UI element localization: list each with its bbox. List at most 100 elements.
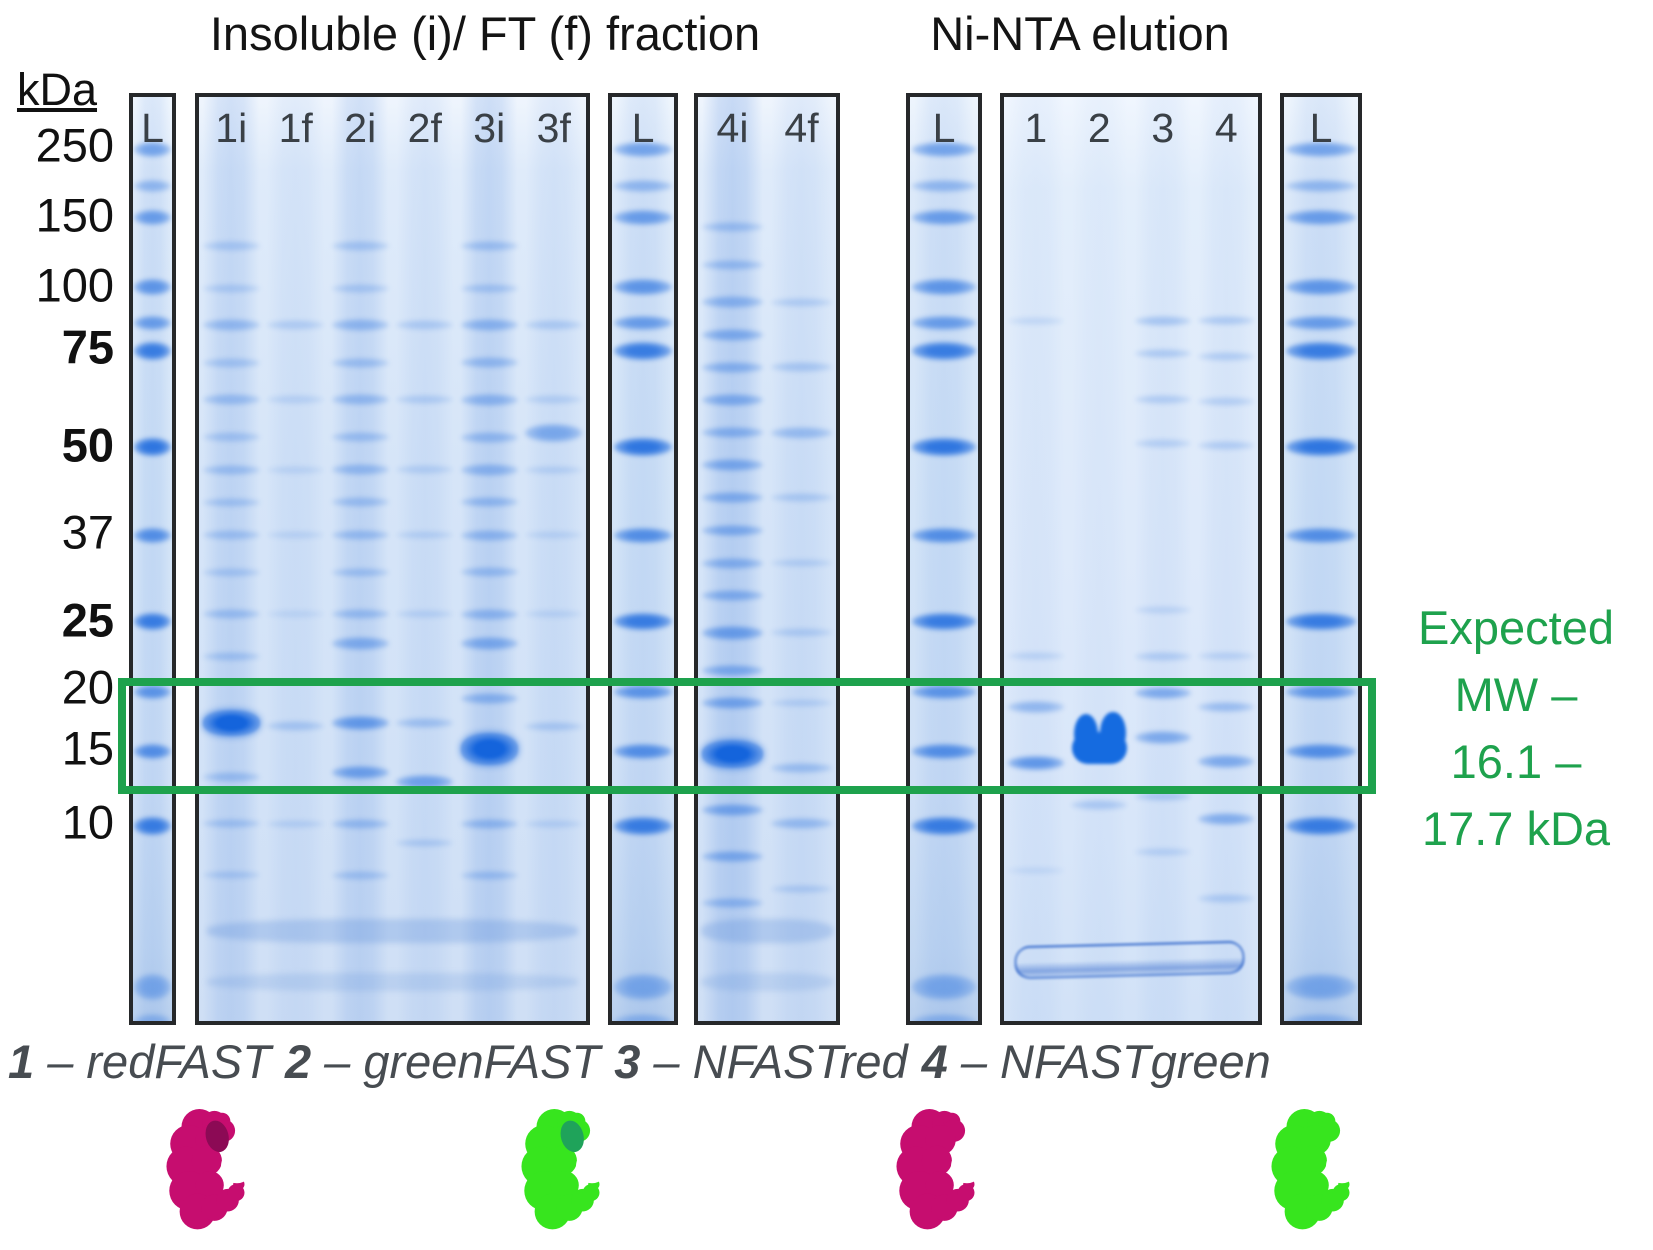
lane-label-1f: 1f [278, 105, 313, 151]
protein-band [613, 341, 673, 360]
mw-marker-20: 20 [61, 660, 114, 714]
expected-mw-line-4: 17.7 kDa [1421, 802, 1611, 855]
protein-band [525, 819, 583, 828]
protein-band [912, 816, 976, 835]
protein-band [1134, 605, 1191, 614]
protein-band [1071, 800, 1128, 811]
lane-label-L: L [141, 105, 164, 151]
lane-label-L: L [932, 105, 956, 151]
protein-band [912, 179, 976, 192]
protein-band [460, 608, 518, 620]
protein-band [1198, 316, 1255, 326]
mw-marker-100: 100 [35, 258, 114, 312]
gel-lane-1i-insoluble-ft: 1i [199, 97, 264, 1021]
gel-lane-1f-insoluble-ft: 1f [263, 97, 328, 1021]
lane-streak [327, 97, 393, 1021]
protein-band [267, 320, 325, 331]
protein-band [702, 222, 763, 233]
protein-band [460, 393, 518, 406]
protein-band [460, 357, 518, 369]
gel-panel-ladder-a: L [129, 93, 176, 1025]
protein-band [1286, 141, 1356, 157]
gel-lane-L-ladder-a: L [133, 97, 172, 1021]
protein-band [460, 529, 518, 541]
protein-band [134, 179, 171, 192]
protein-band-blob-part [1071, 731, 1127, 764]
dye-front-smear [700, 973, 834, 992]
protein-band [1286, 974, 1356, 1001]
caption-name-greenFAST: greenFAST [363, 1035, 601, 1088]
protein-band [331, 609, 389, 620]
protein-band [771, 698, 832, 707]
protein-band [202, 710, 260, 737]
protein-band-blob [1071, 711, 1128, 776]
protein-band [613, 974, 673, 1001]
protein-band [331, 432, 389, 443]
gel-lane-2i-insoluble-ft: 2i [327, 97, 393, 1021]
protein-band [331, 567, 389, 577]
caption-number-1: 1 [8, 1035, 35, 1088]
protein-band [613, 527, 673, 543]
protein-band [771, 559, 832, 567]
protein-band [1286, 209, 1356, 225]
protein-band [202, 464, 260, 475]
protein-band [134, 816, 171, 835]
lane-streak [1284, 97, 1358, 1021]
protein-band [525, 395, 583, 405]
lane-label-3f: 3f [536, 105, 571, 151]
dye-front-smear [700, 919, 834, 944]
protein-band [460, 692, 518, 704]
lane-label-4f: 4f [784, 105, 819, 151]
protein-band [1007, 756, 1064, 771]
protein-band [1198, 351, 1255, 361]
protein-band [771, 493, 832, 503]
protein-band [331, 464, 389, 476]
gel-lane-4-elution: 4 [1194, 97, 1258, 1021]
protein-band [1198, 441, 1255, 451]
protein-band [1286, 316, 1356, 331]
protein-band [912, 141, 976, 157]
NFASTgreen-blob-icon [1263, 1100, 1358, 1244]
mw-marker-250: 250 [35, 118, 114, 172]
protein-band [613, 179, 673, 192]
gel-lane-2-elution: 2 [1067, 97, 1131, 1021]
greenFAST-blob-icon [513, 1100, 608, 1244]
caption-separator: – [311, 1035, 364, 1088]
protein-band [525, 320, 583, 331]
protein-band [613, 816, 673, 835]
mw-marker-15: 15 [61, 721, 114, 775]
protein-band [267, 610, 325, 619]
gel-lane-3-elution: 3 [1131, 97, 1195, 1021]
protein-band [134, 743, 171, 759]
protein-band [202, 319, 260, 332]
mw-axis-unit-label: kDa [16, 64, 98, 115]
section-title-insoluble-ft: Insoluble (i)/ FT (f) fraction [209, 7, 761, 60]
protein-band [912, 1013, 976, 1021]
caption-name-NFASTred: NFASTred [692, 1035, 908, 1088]
gel-lane-4f-sample-4: 4f [767, 97, 836, 1021]
protein-band [912, 279, 976, 296]
protein-band [613, 209, 673, 225]
lane-label-L: L [1309, 105, 1333, 151]
gel-lane-3f-insoluble-ft: 3f [521, 97, 586, 1021]
protein-band [202, 651, 260, 661]
protein-band [702, 296, 763, 309]
protein-band [525, 423, 583, 442]
protein-band [613, 141, 673, 157]
lane-streak [767, 97, 836, 1021]
protein-band [202, 283, 260, 293]
mw-marker-10: 10 [61, 795, 114, 849]
protein-band [702, 259, 763, 270]
protein-band [1286, 438, 1356, 457]
gel-panel-ladder-c: L [906, 93, 982, 1025]
protein-band [202, 241, 260, 252]
protein-band [1286, 816, 1356, 835]
protein-band [331, 283, 389, 293]
mw-axis: 250 150 100 75 50 37 25 20 15 10 [0, 0, 118, 1000]
expected-mw-line-1: Expected [1418, 601, 1614, 654]
protein-band [1007, 701, 1064, 714]
lane-streak [1131, 97, 1195, 1021]
gel-lane-2f-insoluble-ft: 2f [392, 97, 457, 1021]
